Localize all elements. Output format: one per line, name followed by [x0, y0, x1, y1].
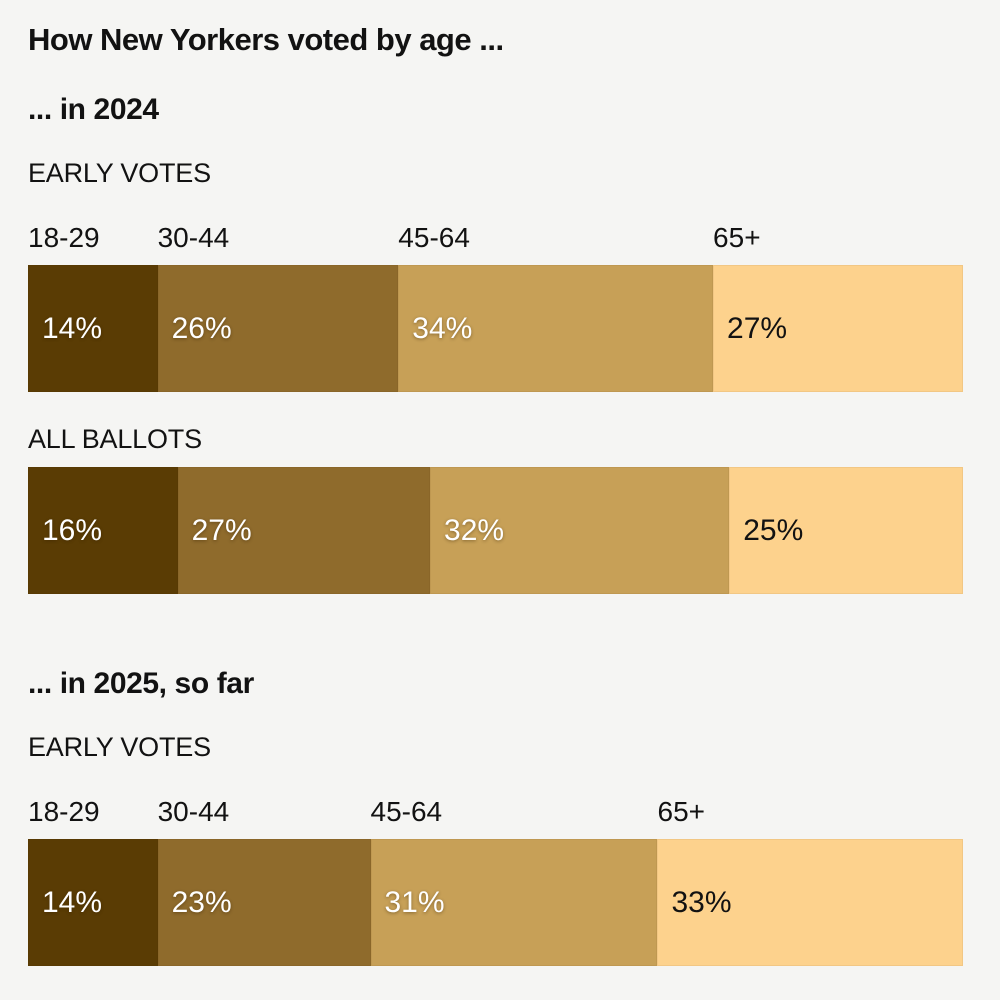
bar-segment-value: 32% [444, 513, 505, 547]
stacked-bar: 16% 27% 32% 25% [28, 467, 963, 594]
section-heading: ... in 2025, so far [28, 667, 254, 700]
category-label: 65+ [713, 222, 761, 253]
category-label: 18-29 [28, 796, 100, 827]
bar-segment: 34% [398, 265, 714, 392]
bar-segment-value: 34% [412, 311, 473, 345]
bar-segment-value: 27% [727, 311, 788, 345]
bar-segment: 16% [28, 467, 178, 594]
category-label: 45-64 [398, 222, 470, 253]
bar-segment-value: 27% [191, 513, 252, 547]
category-label: 18-29 [28, 222, 100, 253]
bar-segment: 25% [729, 467, 963, 594]
stacked-bar: 14% 26% 34% 27% [28, 265, 963, 392]
bar-segment-value: 26% [171, 311, 232, 345]
bar-row-label: EARLY VOTES [28, 158, 211, 188]
section-heading: ... in 2024 [28, 93, 159, 126]
page-title: How New Yorkers voted by age ... [28, 22, 504, 57]
bar-segment-value: 31% [384, 885, 445, 919]
chart-section: ... in 2024 EARLY VOTES 18-29 30-44 45-64 65+… [28, 94, 963, 594]
chart-section: ... in 2025, so far EARLY VOTES 18-29 30-44… [28, 668, 963, 966]
bar-segment: 32% [430, 467, 730, 594]
bar-segment-value: 33% [671, 885, 732, 919]
bar-row: EARLY VOTES 18-29 30-44 45-64 65+ 14% 26% 34% 27… [28, 158, 963, 392]
bar-segment: 33% [657, 839, 963, 966]
bar-segment-value: 23% [171, 885, 232, 919]
stacked-bar: 14% 23% 31% 33% [28, 839, 963, 966]
bar-segment: 26% [157, 265, 399, 392]
bar-segment: 27% [713, 265, 963, 392]
bar-segment: 23% [157, 839, 371, 966]
bar-row: EARLY VOTES 18-29 30-44 45-64 65+ 14% 23% 31% 33… [28, 732, 963, 966]
bar-row-label: ALL BALLOTS [28, 424, 202, 454]
bar-row: ALL BALLOTS 16% 27% 32% 25% [28, 424, 963, 594]
bar-segment: 27% [177, 467, 431, 594]
bar-segment-value: 14% [42, 885, 103, 919]
bar-segment: 14% [28, 265, 158, 392]
bar-segment-value: 14% [42, 311, 103, 345]
bar-segment: 31% [370, 839, 658, 966]
category-labels: 18-29 30-44 45-64 65+ [28, 222, 963, 254]
chart-sections: ... in 2024 EARLY VOTES 18-29 30-44 45-64 65+… [28, 94, 963, 966]
category-labels: 18-29 30-44 45-64 65+ [28, 796, 963, 828]
bar-segment-value: 25% [743, 513, 804, 547]
category-label: 65+ [657, 796, 706, 827]
bar-segment: 14% [28, 839, 158, 966]
category-label: 30-44 [157, 796, 230, 827]
category-label: 30-44 [157, 222, 230, 253]
bar-segment-value: 16% [42, 513, 103, 547]
category-label: 45-64 [370, 796, 443, 827]
bar-row-label: EARLY VOTES [28, 732, 211, 762]
